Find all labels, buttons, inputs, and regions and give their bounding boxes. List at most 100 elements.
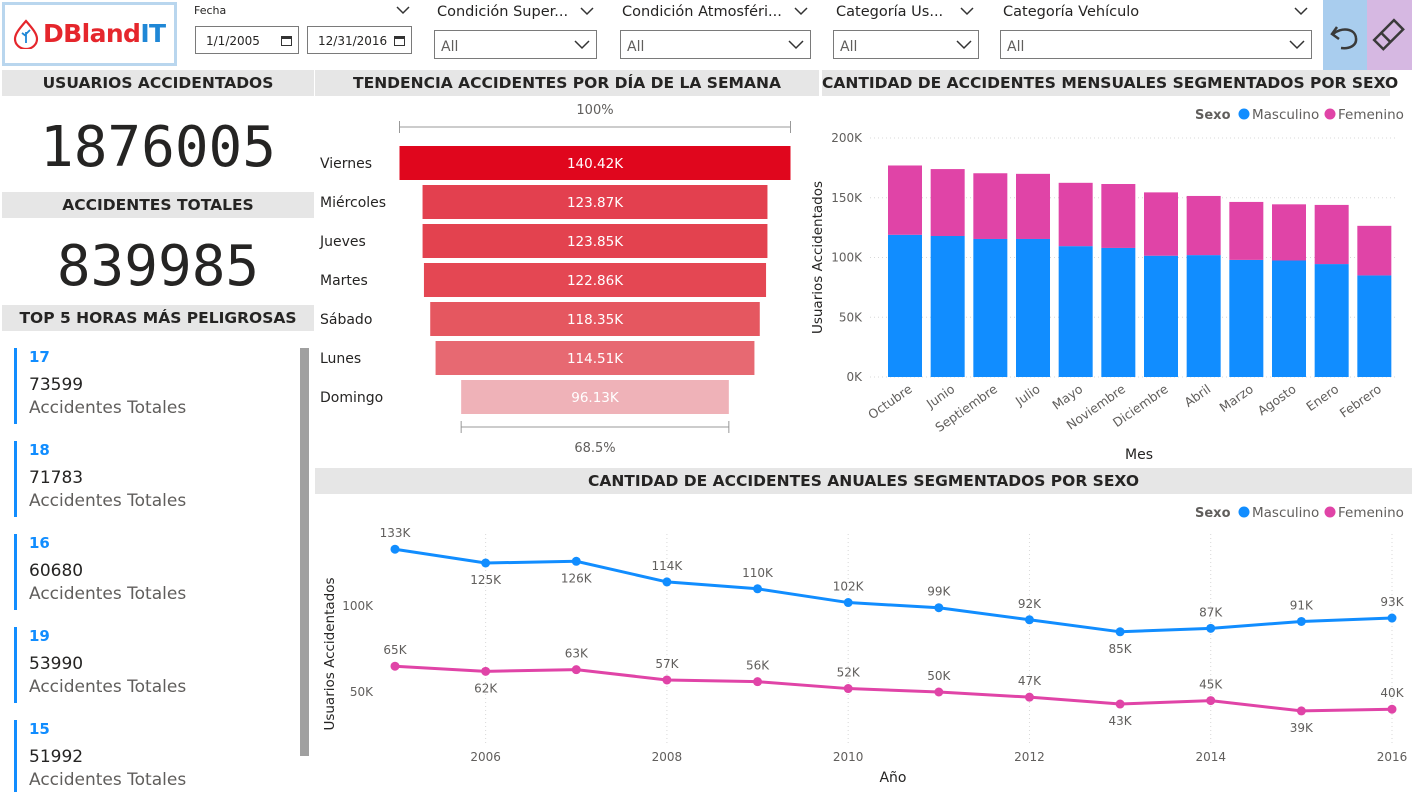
legend-title: Sexo [1195, 108, 1231, 123]
bar-masculino[interactable] [1144, 255, 1178, 377]
bar-femenino[interactable] [1101, 184, 1136, 248]
bar-femenino[interactable] [1016, 173, 1050, 239]
line-femenino[interactable] [394, 664, 1393, 713]
point-masculino[interactable] [1024, 615, 1034, 625]
data-label-masculino: 99K [927, 585, 951, 599]
bar-masculino[interactable] [1016, 238, 1050, 377]
list-item[interactable]: 18 71783 Accidentes Totales [14, 441, 284, 517]
bar-femenino[interactable] [1314, 204, 1349, 265]
superficie-dropdown[interactable]: All [434, 30, 597, 59]
calendar-icon[interactable] [394, 35, 405, 46]
point-femenino[interactable] [753, 677, 763, 687]
list-scrollbar[interactable] [300, 348, 309, 756]
funnel-bar[interactable] [461, 380, 729, 414]
legend-label-masculino: Masculino [1252, 505, 1319, 521]
point-femenino[interactable] [1296, 706, 1306, 716]
data-label-femenino: 45K [1199, 678, 1223, 692]
funnel-bar[interactable] [423, 263, 767, 297]
bar-masculino[interactable] [1357, 275, 1392, 377]
funnel-bar[interactable] [435, 341, 755, 375]
hour-caption: Accidentes Totales [29, 677, 187, 697]
point-femenino[interactable] [662, 675, 672, 685]
fecha-end-input[interactable]: 12/31/2016 [307, 26, 412, 54]
bar-femenino[interactable] [1186, 195, 1221, 256]
point-masculino[interactable] [1206, 623, 1216, 633]
x-tick-label: Marzo [1216, 381, 1256, 415]
bar-femenino[interactable] [973, 173, 1008, 239]
fecha-chevron-down-icon[interactable] [396, 5, 410, 15]
bar-masculino[interactable] [973, 238, 1008, 377]
point-femenino[interactable] [390, 661, 400, 671]
bar-masculino[interactable] [1058, 246, 1093, 377]
point-masculino[interactable] [753, 584, 763, 594]
y-axis-label: Usuarios Accidentados [810, 181, 826, 334]
bar-femenino[interactable] [1144, 192, 1178, 256]
y-tick-label: 50K [350, 685, 374, 699]
data-label-masculino: 91K [1290, 598, 1314, 612]
data-label-femenino: 63K [565, 647, 589, 661]
hour-label: 15 [29, 720, 50, 738]
funnel-bar[interactable] [422, 185, 768, 219]
point-femenino[interactable] [843, 684, 853, 694]
list-item[interactable]: 17 73599 Accidentes Totales [14, 348, 284, 424]
point-masculino[interactable] [843, 598, 853, 608]
clear-filters-button[interactable] [1367, 0, 1412, 70]
list-item[interactable]: 19 53990 Accidentes Totales [14, 627, 284, 703]
bar-masculino[interactable] [1314, 264, 1349, 377]
hour-caption: Accidentes Totales [29, 770, 187, 790]
undo-button[interactable] [1323, 0, 1367, 70]
funnel-bar[interactable] [422, 224, 768, 258]
bar-masculino[interactable] [930, 235, 965, 377]
superficie-header-chevron-icon[interactable] [580, 6, 594, 16]
monthly-chart-title: CANTIDAD DE ACCIDENTES MENSUALES SEGMENT… [822, 70, 1398, 96]
bar-femenino[interactable] [1229, 201, 1264, 260]
bar-masculino[interactable] [888, 234, 922, 377]
point-masculino[interactable] [1115, 627, 1125, 637]
point-masculino[interactable] [1296, 616, 1306, 626]
atmosferica-dropdown[interactable]: All [620, 30, 811, 59]
bar-femenino[interactable] [888, 165, 922, 235]
funnel-bar[interactable] [430, 302, 760, 336]
hour-caption: Accidentes Totales [29, 584, 187, 604]
bar-masculino[interactable] [1229, 259, 1264, 377]
line-masculino[interactable] [394, 547, 1393, 634]
categoria-usuario-header-chevron-icon[interactable] [960, 6, 974, 16]
bar-femenino[interactable] [1357, 225, 1392, 276]
point-masculino[interactable] [662, 577, 672, 587]
point-femenino[interactable] [1115, 699, 1125, 709]
point-masculino[interactable] [481, 558, 491, 568]
categoria-vehiculo-dropdown[interactable]: All [1000, 30, 1312, 59]
funnel-bar[interactable] [399, 146, 791, 180]
x-tick-label: 2006 [470, 750, 501, 764]
bar-masculino[interactable] [1101, 247, 1136, 377]
point-masculino[interactable] [571, 556, 581, 566]
y-tick-label: 0K [846, 370, 863, 384]
point-femenino[interactable] [934, 687, 944, 697]
hour-caption: Accidentes Totales [29, 398, 187, 418]
data-label-masculino: 110K [742, 566, 774, 580]
point-femenino[interactable] [481, 666, 491, 676]
legend-label-femenino: Femenino [1338, 505, 1404, 521]
categoria-vehiculo-header-chevron-icon[interactable] [1294, 6, 1308, 16]
hour-label: 17 [29, 348, 50, 366]
calendar-icon[interactable] [281, 35, 292, 46]
point-femenino[interactable] [1387, 704, 1397, 714]
point-masculino[interactable] [1387, 613, 1397, 623]
point-femenino[interactable] [571, 665, 581, 675]
bar-femenino[interactable] [1272, 204, 1306, 261]
bar-femenino[interactable] [930, 169, 965, 236]
point-femenino[interactable] [1206, 696, 1216, 706]
fecha-start-input[interactable]: 1/1/2005 [195, 26, 299, 54]
list-item[interactable]: 16 60680 Accidentes Totales [14, 534, 284, 610]
list-item[interactable]: 15 51992 Accidentes Totales [14, 720, 284, 792]
atmosferica-header-chevron-icon[interactable] [794, 6, 808, 16]
x-tick-label: 2010 [833, 750, 864, 764]
bar-masculino[interactable] [1186, 255, 1221, 377]
point-femenino[interactable] [1024, 692, 1034, 702]
bar-masculino[interactable] [1272, 260, 1306, 377]
point-masculino[interactable] [934, 603, 944, 613]
point-masculino[interactable] [390, 544, 400, 554]
bar-femenino[interactable] [1058, 182, 1093, 247]
funnel-category-label: Jueves [319, 234, 366, 250]
categoria-usuario-dropdown[interactable]: All [833, 30, 979, 59]
